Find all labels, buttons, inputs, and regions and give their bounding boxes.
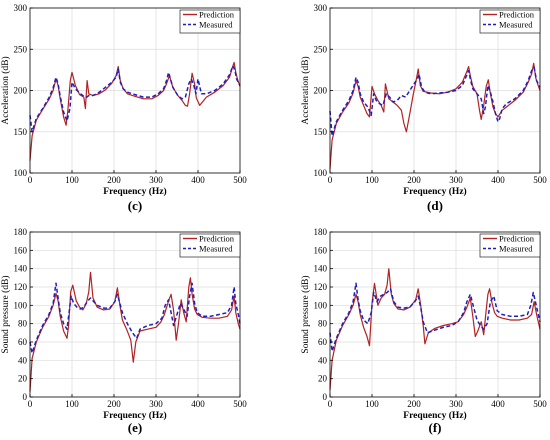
x-tick-label: 400 (191, 399, 205, 409)
x-tick-label: 100 (65, 175, 79, 185)
x-tick-label: 100 (365, 175, 379, 185)
x-tick-label: 400 (491, 175, 505, 185)
y-tick-label: 160 (14, 245, 28, 255)
x-axis-label: Frequency (Hz) (103, 410, 166, 421)
legend-label: Measured (199, 244, 233, 254)
legend-label: Prediction (499, 10, 535, 20)
x-tick-label: 0 (28, 175, 33, 185)
plot-frame (329, 231, 541, 398)
legend-label: Prediction (499, 234, 535, 244)
y-tick-label: 100 (314, 168, 328, 178)
x-tick-label: 500 (233, 175, 247, 185)
x-tick-label: 200 (107, 175, 121, 185)
y-tick-label: 20 (18, 374, 28, 384)
plot-frame (29, 231, 241, 398)
series-line-prediction (329, 268, 541, 390)
chart-panel: 0 100 200 300 400 500100150200250300Frequency… (0, 3, 247, 213)
x-tick-label: 300 (449, 399, 463, 409)
legend-label: Measured (199, 20, 233, 30)
y-tick-label: 150 (14, 127, 28, 137)
x-tick-label: 500 (233, 399, 247, 409)
y-axis-label: Acceleration (dB) (0, 56, 11, 124)
chart-panel: 0 100 200 300 400 500 0 20 40 60 80 100 120 140 160 180… (0, 227, 247, 435)
legend-box (479, 233, 541, 258)
series-line-measured (329, 66, 541, 137)
series-line-prediction (329, 62, 541, 169)
y-tick-label: 200 (14, 86, 28, 96)
x-tick-label: 200 (107, 399, 121, 409)
x-tick-label: 200 (407, 175, 421, 185)
legend-label: Measured (499, 244, 533, 254)
panel-letter: (c) (128, 198, 142, 213)
y-tick-label: 80 (318, 319, 328, 329)
y-tick-label: 160 (314, 245, 328, 255)
y-tick-label: 60 (18, 337, 28, 347)
y-tick-label: 250 (314, 44, 328, 54)
y-tick-label: 100 (314, 300, 328, 310)
x-axis-label: Frequency (Hz) (403, 186, 466, 197)
x-tick-label: 100 (365, 399, 379, 409)
series-line-measured (29, 65, 241, 133)
y-tick-label: 80 (18, 319, 28, 329)
legend-box (479, 9, 541, 34)
legend-label: Measured (499, 20, 533, 30)
panel-letter: (d) (427, 198, 443, 213)
y-tick-label: 60 (318, 337, 328, 347)
x-tick-label: 400 (491, 399, 505, 409)
y-tick-label: 140 (14, 264, 28, 274)
y-axis-label: Sound pressure (dB) (0, 275, 11, 353)
y-tick-label: 180 (14, 227, 28, 237)
series-line-measured (29, 282, 241, 354)
y-tick-label: 300 (14, 3, 28, 13)
x-tick-label: 400 (191, 175, 205, 185)
panel-letter: (f) (429, 420, 442, 435)
y-tick-label: 300 (314, 3, 328, 13)
x-tick-label: 0 (328, 175, 333, 185)
y-tick-label: 0 (23, 392, 28, 402)
y-tick-label: 20 (318, 374, 328, 384)
x-axis-label: Frequency (Hz) (403, 410, 466, 421)
y-tick-label: 100 (14, 300, 28, 310)
series-line-prediction (29, 271, 241, 392)
y-tick-label: 100 (14, 168, 28, 178)
y-axis-label: Sound pressure (dB) (300, 275, 311, 353)
legend-box (179, 9, 241, 34)
y-tick-label: 250 (14, 44, 28, 54)
x-tick-label: 300 (149, 399, 163, 409)
x-tick-label: 0 (28, 399, 33, 409)
y-tick-label: 150 (314, 127, 328, 137)
x-axis-label: Frequency (Hz) (103, 186, 166, 197)
y-tick-label: 200 (314, 86, 328, 96)
y-tick-label: 140 (314, 264, 328, 274)
legend-box (179, 233, 241, 258)
y-tick-label: 180 (314, 227, 328, 237)
y-tick-label: 0 (323, 392, 328, 402)
x-tick-label: 300 (149, 175, 163, 185)
x-tick-label: 500 (533, 175, 547, 185)
x-tick-label: 0 (328, 399, 333, 409)
y-tick-label: 40 (318, 355, 328, 365)
y-tick-label: 120 (14, 282, 28, 292)
x-tick-label: 100 (65, 399, 79, 409)
y-tick-label: 120 (314, 282, 328, 292)
legend-label: Prediction (199, 234, 235, 244)
x-tick-label: 200 (407, 399, 421, 409)
chart-panel: 0 100 200 300 400 500 0 20 40 60 80 100 120 140 160 180… (300, 227, 547, 435)
y-axis-label: Acceleration (dB) (300, 56, 311, 124)
x-tick-label: 500 (533, 399, 547, 409)
chart-panel: 0 100 200 300 400 500100150200250300Frequency… (300, 3, 547, 213)
x-tick-label: 300 (449, 175, 463, 185)
y-tick-label: 40 (18, 355, 28, 365)
series-line-prediction (29, 61, 241, 161)
legend-label: Prediction (199, 10, 235, 20)
series-line-measured (329, 282, 541, 352)
panel-letter: (e) (128, 420, 142, 435)
